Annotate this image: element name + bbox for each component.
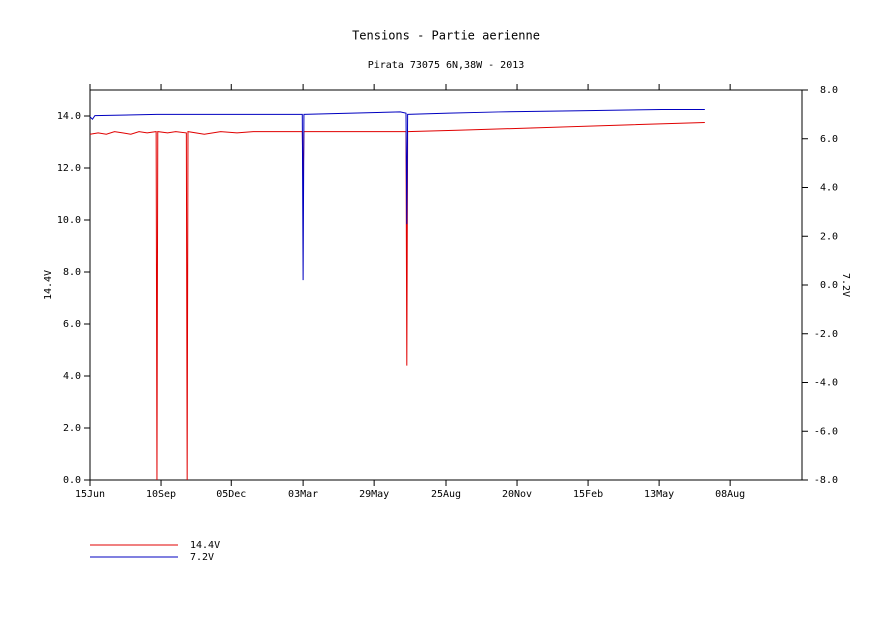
y-tick-label: 4.0 <box>63 371 81 382</box>
y-tick-label: 12.0 <box>57 163 81 174</box>
y2-tick-label: 2.0 <box>820 231 838 242</box>
x-tick-label: 13May <box>644 489 674 500</box>
y-tick-label: 0.0 <box>63 475 81 486</box>
y-tick-label: 14.0 <box>57 111 81 122</box>
data-line <box>89 109 705 281</box>
x-tick-label: 15Jun <box>75 489 105 500</box>
x-tick-label: 20Nov <box>502 489 532 500</box>
y2-tick-label: 0.0 <box>820 280 838 291</box>
y2-tick-label: 8.0 <box>820 85 838 96</box>
x-tick-label: 15Feb <box>573 489 603 500</box>
y2-tick-label: 6.0 <box>820 134 838 145</box>
y2-tick-label: 4.0 <box>820 183 838 194</box>
legend-label: 7.2V <box>190 552 214 563</box>
y2-tick-label: -6.0 <box>814 426 838 437</box>
chart-title: Tensions - Partie aerienne <box>352 29 540 43</box>
y-tick-label: 6.0 <box>63 319 81 330</box>
y2-tick-label: -8.0 <box>814 475 838 486</box>
y-tick-label: 2.0 <box>63 423 81 434</box>
y2-tick-label: -4.0 <box>814 378 838 389</box>
y-tick-label: 8.0 <box>63 267 81 278</box>
chart-subtitle: Pirata 73075 6N,38W - 2013 <box>368 60 525 71</box>
x-tick-label: 08Aug <box>715 489 745 500</box>
data-line <box>89 122 705 481</box>
plot-frame <box>89 89 803 481</box>
y-tick-label: 10.0 <box>57 215 81 226</box>
x-tick-label: 29May <box>359 489 389 500</box>
x-tick-label: 05Dec <box>216 489 246 500</box>
y2-axis-label: 7.2V <box>840 273 851 297</box>
x-tick-label: 10Sep <box>146 489 176 500</box>
x-tick-label: 25Aug <box>431 489 461 500</box>
x-tick-label: 03Mar <box>288 489 318 500</box>
y2-tick-label: -2.0 <box>814 329 838 340</box>
y-axis-label: 14.4V <box>43 270 54 300</box>
legend-label: 14.4V <box>190 540 220 551</box>
